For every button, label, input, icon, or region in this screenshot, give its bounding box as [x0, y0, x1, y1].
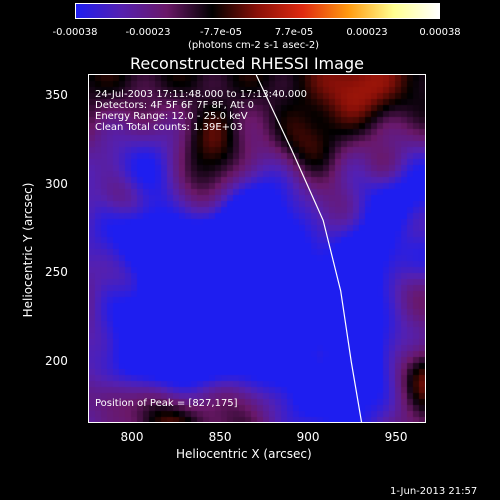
- y-tick-label: 250: [45, 265, 68, 280]
- x-axis-label: Heliocentric X (arcsec): [176, 447, 312, 461]
- colorbar-tick-label: 0.00023: [346, 27, 388, 38]
- colorbar-tick-label: 0.00038: [419, 27, 461, 38]
- annotation-peak-position: Position of Peak = [827,175]: [95, 398, 238, 409]
- plot-area: [88, 74, 426, 423]
- x-tick-label: 850: [208, 430, 232, 444]
- footer-date: 1-Jun-2013 21:57: [390, 486, 478, 497]
- heatmap-image: [89, 75, 425, 422]
- colorbar: [75, 3, 440, 19]
- annotation-time-range: 24-Jul-2003 17:11:48.000 to 17:13:40.000: [95, 89, 307, 100]
- x-tick-label: 800: [120, 430, 144, 444]
- x-tick-label: 900: [296, 430, 320, 444]
- y-axis-label: Heliocentric Y (arcsec): [21, 182, 35, 318]
- y-tick-label: 350: [45, 88, 68, 103]
- annotation-detectors: Detectors: 4F 5F 6F 7F 8F, Att 0: [95, 100, 255, 111]
- solar-limb-line: [255, 75, 363, 422]
- colorbar-tick-label: -7.7e-05: [200, 27, 242, 38]
- chart-title: Reconstructed RHESSI Image: [130, 54, 364, 73]
- y-tick-label: 200: [45, 353, 68, 368]
- annotation-counts: Clean Total counts: 1.39E+03: [95, 122, 243, 133]
- annotation-energy-range: Energy Range: 12.0 - 25.0 keV: [95, 111, 248, 122]
- colorbar-tick-label: -0.00038: [52, 27, 98, 38]
- colorbar-tick-label: -0.00023: [125, 27, 171, 38]
- x-tick-label: 950: [384, 430, 408, 444]
- y-tick-label: 300: [45, 176, 68, 191]
- limb-curve: [255, 75, 363, 422]
- colorbar-units: (photons cm-2 s-1 asec-2): [188, 40, 320, 51]
- colorbar-tick-label: 7.7e-05: [274, 27, 314, 38]
